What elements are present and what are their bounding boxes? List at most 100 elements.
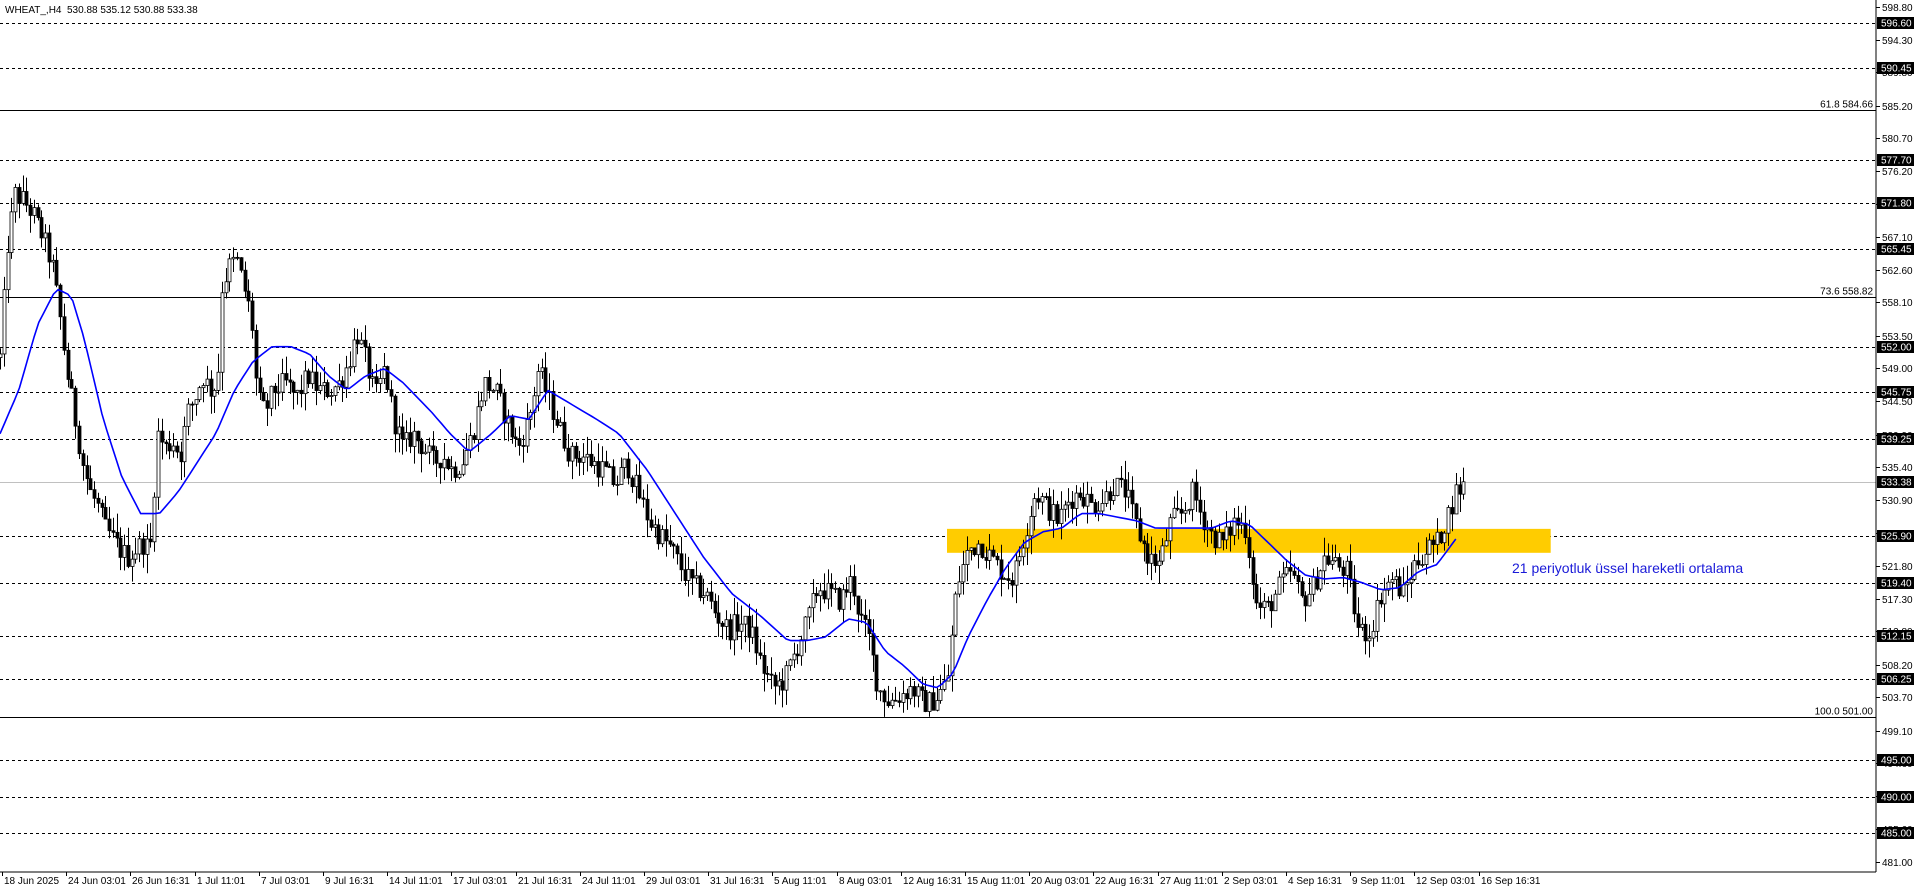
candle-bull bbox=[803, 616, 808, 641]
candle-bull bbox=[220, 292, 225, 373]
candle-bear bbox=[1315, 576, 1320, 590]
current-price-label-bg bbox=[1877, 476, 1914, 488]
level-price-label-bg bbox=[1877, 154, 1914, 166]
candle-bull bbox=[634, 474, 639, 488]
candle-bear bbox=[1379, 599, 1384, 605]
candle-bear bbox=[679, 553, 684, 571]
candle-bull bbox=[848, 576, 853, 593]
candle-bear bbox=[814, 593, 819, 597]
price-tick-label: 530.90 bbox=[1882, 496, 1913, 507]
time-tick-label: 12 Aug 16:31 bbox=[903, 876, 962, 887]
candle-bull bbox=[938, 688, 943, 701]
candle-bull bbox=[1409, 578, 1414, 584]
candle-bull bbox=[1405, 582, 1410, 586]
candle-bear bbox=[250, 300, 255, 331]
candle-bear bbox=[859, 613, 864, 616]
candle-bull bbox=[1032, 498, 1037, 517]
candle-bull bbox=[0, 353, 3, 358]
candle-bull bbox=[532, 395, 537, 413]
candle-bear bbox=[363, 339, 368, 348]
candle-bull bbox=[916, 686, 921, 697]
candle-bull bbox=[216, 371, 221, 391]
candle-bear bbox=[96, 497, 101, 504]
candle-bear bbox=[1341, 566, 1346, 576]
level-price-label-bg bbox=[1877, 197, 1914, 209]
candle-bear bbox=[1078, 492, 1083, 498]
candle-bull bbox=[1262, 600, 1267, 608]
candle-bull bbox=[732, 614, 737, 641]
candle-bull bbox=[269, 385, 274, 409]
candle-bear bbox=[77, 425, 82, 455]
candle-bull bbox=[750, 626, 755, 638]
candle-bull bbox=[705, 591, 710, 597]
candle-bull bbox=[1394, 576, 1399, 581]
candle-bear bbox=[656, 524, 661, 545]
candle-bear bbox=[39, 217, 44, 239]
candle-bear bbox=[54, 259, 59, 286]
candle-bull bbox=[32, 207, 37, 216]
candle-bear bbox=[577, 457, 582, 463]
candle-bull bbox=[592, 461, 597, 467]
candle-bear bbox=[668, 540, 673, 545]
candle-bear bbox=[446, 458, 451, 470]
level-price-label-bg bbox=[1877, 791, 1914, 803]
candle-bull bbox=[1029, 516, 1034, 537]
candle-bear bbox=[1228, 526, 1233, 536]
candle-bear bbox=[1123, 479, 1128, 498]
time-tick-label: 16 Sep 16:31 bbox=[1481, 876, 1541, 887]
price-tick-label: 503.70 bbox=[1882, 693, 1913, 704]
candle-bear bbox=[416, 430, 421, 442]
candle-bear bbox=[1198, 499, 1203, 513]
candle-bull bbox=[9, 211, 14, 253]
candle-bear bbox=[920, 686, 925, 691]
candle-bull bbox=[1063, 504, 1068, 510]
candle-bull bbox=[205, 378, 210, 386]
candle-bull bbox=[130, 558, 135, 567]
candle-bull bbox=[449, 466, 454, 470]
candle-bear bbox=[408, 432, 413, 447]
candle-bear bbox=[81, 453, 86, 466]
candle-bull bbox=[1021, 547, 1026, 558]
candle-bear bbox=[923, 689, 928, 712]
candle-bull bbox=[370, 376, 375, 379]
candle-bull bbox=[701, 595, 706, 598]
price-tick-label: 576.20 bbox=[1882, 167, 1913, 178]
candle-bear bbox=[367, 346, 372, 379]
candle-bear bbox=[1119, 477, 1124, 481]
level-price-label: 512.15 bbox=[1881, 632, 1912, 643]
candle-bear bbox=[517, 438, 522, 446]
candle-bull bbox=[303, 370, 308, 395]
candle-bull bbox=[378, 378, 383, 384]
candle-bear bbox=[107, 518, 112, 532]
candle-bear bbox=[716, 612, 721, 624]
time-tick-label: 1 Jul 11:01 bbox=[197, 876, 246, 887]
candle-bull bbox=[1187, 509, 1192, 512]
candle-bear bbox=[28, 204, 33, 216]
candle-bull bbox=[1014, 560, 1019, 586]
candle-bull bbox=[743, 615, 748, 625]
candle-bear bbox=[1108, 491, 1113, 501]
candle-bear bbox=[698, 575, 703, 598]
time-tick-label: 15 Aug 11:01 bbox=[967, 876, 1026, 887]
candle-bear bbox=[1213, 530, 1218, 549]
candle-bull bbox=[280, 373, 285, 393]
candle-bull bbox=[1017, 556, 1022, 562]
candle-bear bbox=[1450, 507, 1455, 515]
candle-bear bbox=[1296, 575, 1301, 583]
candle-bear bbox=[1337, 557, 1342, 568]
candle-bull bbox=[404, 432, 409, 440]
candle-bull bbox=[464, 450, 469, 466]
candle-bull bbox=[1281, 573, 1286, 578]
price-tick-label: 558.10 bbox=[1882, 298, 1913, 309]
candle-bull bbox=[1333, 557, 1338, 562]
candle-bear bbox=[246, 290, 251, 302]
level-price-label: 495.00 bbox=[1881, 756, 1912, 767]
candle-bear bbox=[472, 435, 477, 440]
candle-bear bbox=[555, 419, 560, 426]
candle-bull bbox=[799, 639, 804, 657]
candle-bull bbox=[491, 389, 496, 392]
candle-bear bbox=[235, 256, 240, 259]
candle-bull bbox=[957, 581, 962, 595]
candle-bull bbox=[1104, 491, 1109, 504]
